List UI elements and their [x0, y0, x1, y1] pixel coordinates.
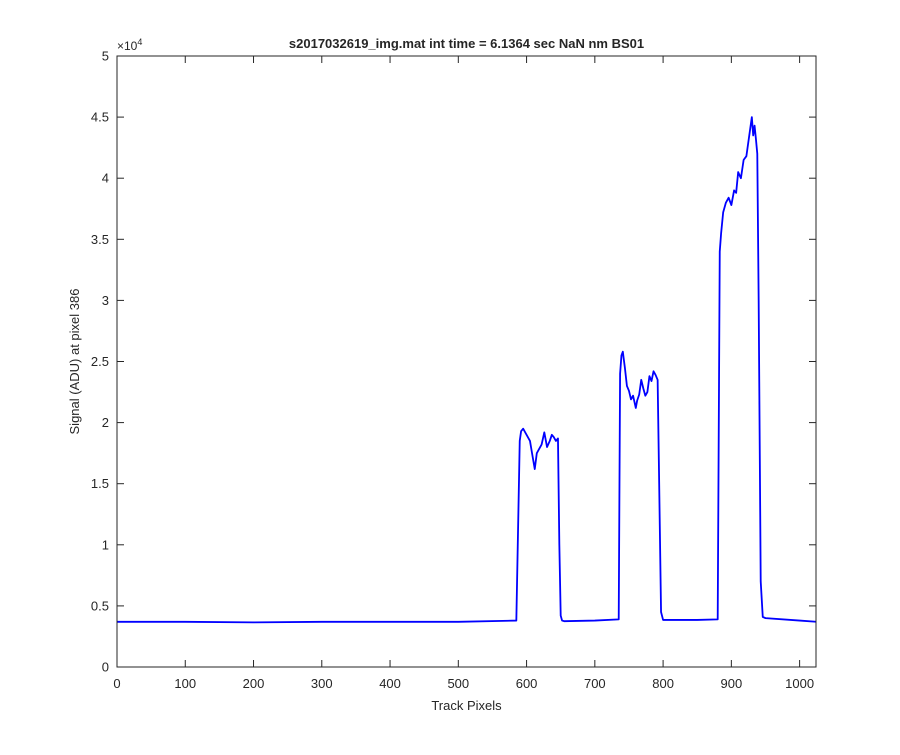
x-tick-label: 0 — [113, 676, 120, 691]
y-tick-label: 1.5 — [91, 476, 109, 491]
x-tick-label: 200 — [243, 676, 265, 691]
plot-frame — [116, 55, 817, 668]
y-exponent-label: ×104 — [117, 37, 142, 53]
y-tick-label: 1 — [102, 537, 109, 552]
y-tick-label: 0 — [102, 660, 109, 675]
x-tick-label: 400 — [379, 676, 401, 691]
y-tick-label: 3 — [102, 293, 109, 308]
x-tick-label: 800 — [652, 676, 674, 691]
y-tick-label: 5 — [102, 49, 109, 64]
x-tick-label: 1000 — [785, 676, 814, 691]
x-tick-label: 500 — [447, 676, 469, 691]
chart-title: s2017032619_img.mat int time = 6.1364 se… — [289, 36, 644, 51]
y-exponent-power: 4 — [137, 37, 142, 47]
y-tick-label: 2 — [102, 415, 109, 430]
x-tick-label: 700 — [584, 676, 606, 691]
series-layer — [117, 116, 817, 624]
y-tick-label: 4.5 — [91, 110, 109, 125]
y-tick-label: 0.5 — [91, 598, 109, 613]
x-axis-label: Track Pixels — [431, 698, 502, 713]
plot-background — [117, 56, 816, 667]
ticks-layer: 0 100 200 300 400 500 600 700 800 900 1000 0 0.5 1 1.5… — [91, 49, 816, 691]
x-tick-label: 300 — [311, 676, 333, 691]
y-axis-label: Signal (ADU) at pixel 386 — [67, 289, 82, 435]
y-tick-label: 2.5 — [91, 354, 109, 369]
x-tick-label: 100 — [174, 676, 196, 691]
x-tick-label: 900 — [721, 676, 743, 691]
signal-line — [117, 116, 817, 624]
y-exponent-base: ×10 — [117, 39, 138, 53]
y-tick-label: 4 — [102, 171, 109, 186]
x-tick-label: 600 — [516, 676, 538, 691]
y-tick-label: 3.5 — [91, 232, 109, 247]
